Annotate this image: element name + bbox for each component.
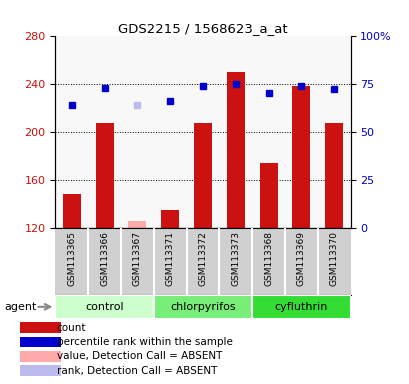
Text: control: control [85,302,124,312]
Text: GSM113373: GSM113373 [231,231,240,286]
Bar [292,86,310,228]
Bar [226,72,244,228]
Title: GDS2215 / 1568623_a_at: GDS2215 / 1568623_a_at [118,22,287,35]
Bar [252,295,350,319]
Text: GSM113367: GSM113367 [133,231,142,286]
Text: rank, Detection Call = ABSENT: rank, Detection Call = ABSENT [57,366,217,376]
Bar [20,365,61,376]
Bar [153,295,252,319]
Text: GSM113371: GSM113371 [165,231,174,286]
Text: cyfluthrin: cyfluthrin [274,302,327,312]
Text: chlorpyrifos: chlorpyrifos [170,302,235,312]
Text: GSM113372: GSM113372 [198,231,207,286]
Bar [161,210,179,228]
Bar [55,295,153,319]
Text: GSM113366: GSM113366 [100,231,109,286]
Text: agent: agent [4,302,36,312]
Bar [20,323,61,333]
Bar [193,123,211,228]
Bar [63,194,81,228]
Text: GSM113370: GSM113370 [329,231,338,286]
Text: count: count [57,323,86,333]
Text: GSM113365: GSM113365 [67,231,76,286]
Bar [128,220,146,228]
Bar [20,351,61,362]
Bar [259,163,277,228]
Text: value, Detection Call = ABSENT: value, Detection Call = ABSENT [57,351,222,361]
Bar [20,337,61,348]
Text: GSM113368: GSM113368 [263,231,272,286]
Bar [95,123,113,228]
Text: GSM113369: GSM113369 [296,231,305,286]
Bar [324,123,342,228]
Text: percentile rank within the sample: percentile rank within the sample [57,337,232,347]
